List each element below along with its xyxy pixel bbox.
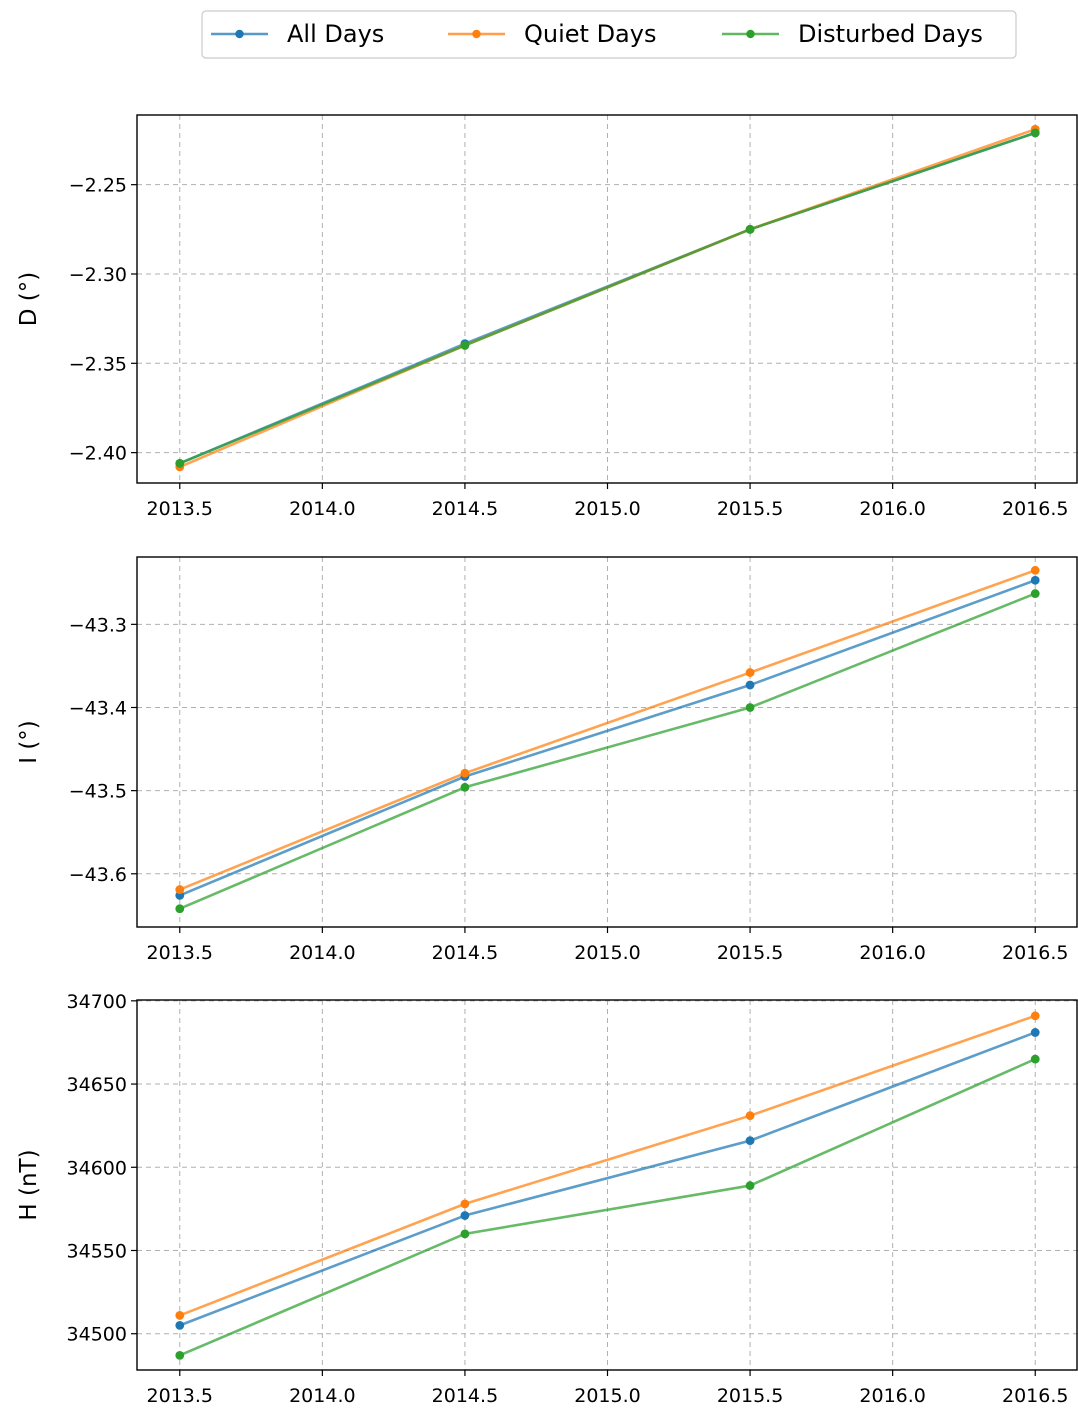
data-point (1030, 1011, 1040, 1021)
legend-label: All Days (287, 20, 384, 48)
x-tick-label: 2015.5 (717, 498, 783, 520)
y-tick-label: −2.40 (69, 443, 127, 465)
series-all-days (175, 1028, 1040, 1330)
x-tick-label: 2014.0 (289, 942, 355, 964)
x-tick-label: 2016.5 (1002, 942, 1068, 964)
data-point (175, 458, 185, 468)
data-point (745, 703, 755, 712)
series-line (179, 131, 1036, 465)
data-point (745, 668, 755, 677)
data-point (745, 1136, 755, 1146)
data-point (1030, 565, 1040, 575)
y-tick-label: 34600 (67, 1157, 127, 1179)
series-line (179, 1014, 1036, 1317)
legend-entry: Quiet Days (448, 20, 656, 48)
series-line (179, 1057, 1036, 1357)
series-disturbed-days (175, 1054, 1040, 1360)
subplot-3: 2013.5 2014.0 2014.5 2015.0 2015.5 2016.0 2016… (16, 991, 1078, 1407)
legend-dot-marker (235, 29, 244, 39)
series-quiet-days (175, 1011, 1040, 1320)
legend-label: Disturbed Days (798, 20, 983, 48)
x-tick-label: 2015.5 (717, 1385, 783, 1407)
data-point (745, 224, 755, 234)
x-tick-label: 2014.5 (432, 942, 498, 964)
grid (137, 557, 1078, 927)
subplot-2: 2013.5 2014.0 2014.5 2015.0 2015.5 2016.0 2016… (16, 556, 1078, 964)
legend-dot-marker (746, 29, 755, 39)
series-line (179, 1031, 1036, 1327)
series-line (179, 579, 1036, 897)
subplot-1: 2013.5 2014.0 2014.5 2015.0 2015.5 2016.0 2016… (16, 114, 1078, 520)
data-point (460, 1211, 470, 1220)
grid (137, 115, 1078, 483)
data-point (175, 885, 185, 894)
x-tick-label: 2015.5 (717, 942, 783, 964)
data-point (175, 1350, 185, 1360)
series-disturbed-days (175, 589, 1040, 914)
y-tick-label: 34550 (67, 1240, 127, 1262)
data-point (1030, 575, 1040, 585)
series-line (179, 592, 1036, 910)
series-disturbed-days (175, 128, 1040, 468)
x-tick-label: 2015.0 (574, 942, 640, 964)
x-tick-label: 2014.0 (289, 498, 355, 520)
y-tick-label: −43.5 (69, 781, 127, 803)
x-tick-label: 2014.5 (432, 1385, 498, 1407)
y-tick-label: −43.6 (69, 864, 127, 886)
x-tick-label: 2016.5 (1002, 498, 1068, 520)
x-tick-label: 2014.0 (289, 1385, 355, 1407)
x-tick-label: 2016.5 (1002, 1385, 1068, 1407)
y-tick-label: 34500 (67, 1324, 127, 1346)
x-tick-label: 2015.0 (574, 498, 640, 520)
data-point (175, 1320, 185, 1330)
subplots: 2013.5 2014.0 2014.5 2015.0 2015.5 2016.0 2016… (16, 114, 1078, 1407)
x-tick-label: 2014.5 (432, 498, 498, 520)
series-line (179, 569, 1036, 891)
data-point (460, 1229, 470, 1239)
data-point (1030, 128, 1040, 138)
data-point (1030, 589, 1040, 598)
x-tick-label: 2013.5 (147, 942, 213, 964)
data-point (745, 1181, 755, 1190)
x-tick-label: 2016.0 (859, 1385, 925, 1407)
x-tick-label: 2013.5 (147, 1385, 213, 1407)
legend-entry: Disturbed Days (722, 20, 983, 48)
x-tick-label: 2013.5 (147, 498, 213, 520)
data-point (175, 1311, 185, 1320)
y-tick-label: −2.25 (69, 175, 127, 197)
y-tick-label: −2.30 (69, 264, 127, 286)
x-tick-label: 2016.0 (859, 498, 925, 520)
legend-dot-marker (472, 29, 481, 39)
y-tick-label: 34650 (67, 1074, 127, 1096)
y-tick-label: 34700 (67, 991, 127, 1013)
legend-entry: All Days (211, 20, 384, 48)
legend: All Days Quiet Days Disturbed Days (201, 10, 1017, 59)
legend-frame (201, 10, 1017, 59)
data-point (1030, 1028, 1040, 1037)
data-point (460, 341, 470, 350)
data-point (460, 768, 470, 778)
y-axis-label: I (°) (16, 720, 42, 764)
x-tick-label: 2016.0 (859, 942, 925, 964)
legend-label: Quiet Days (524, 20, 656, 48)
y-tick-label: −43.3 (69, 614, 127, 636)
y-axis-label: D (°) (16, 272, 42, 326)
y-tick-label: −2.35 (69, 353, 127, 375)
x-tick-label: 2015.0 (574, 1385, 640, 1407)
y-axis-label: H (nT) (16, 1149, 42, 1220)
data-point (460, 1199, 470, 1209)
data-point (1030, 1054, 1040, 1064)
data-point (460, 782, 470, 792)
y-tick-label: −43.4 (69, 697, 127, 719)
series-quiet-days (175, 565, 1040, 894)
data-point (175, 904, 185, 914)
data-point (745, 1111, 755, 1121)
data-point (745, 680, 755, 690)
